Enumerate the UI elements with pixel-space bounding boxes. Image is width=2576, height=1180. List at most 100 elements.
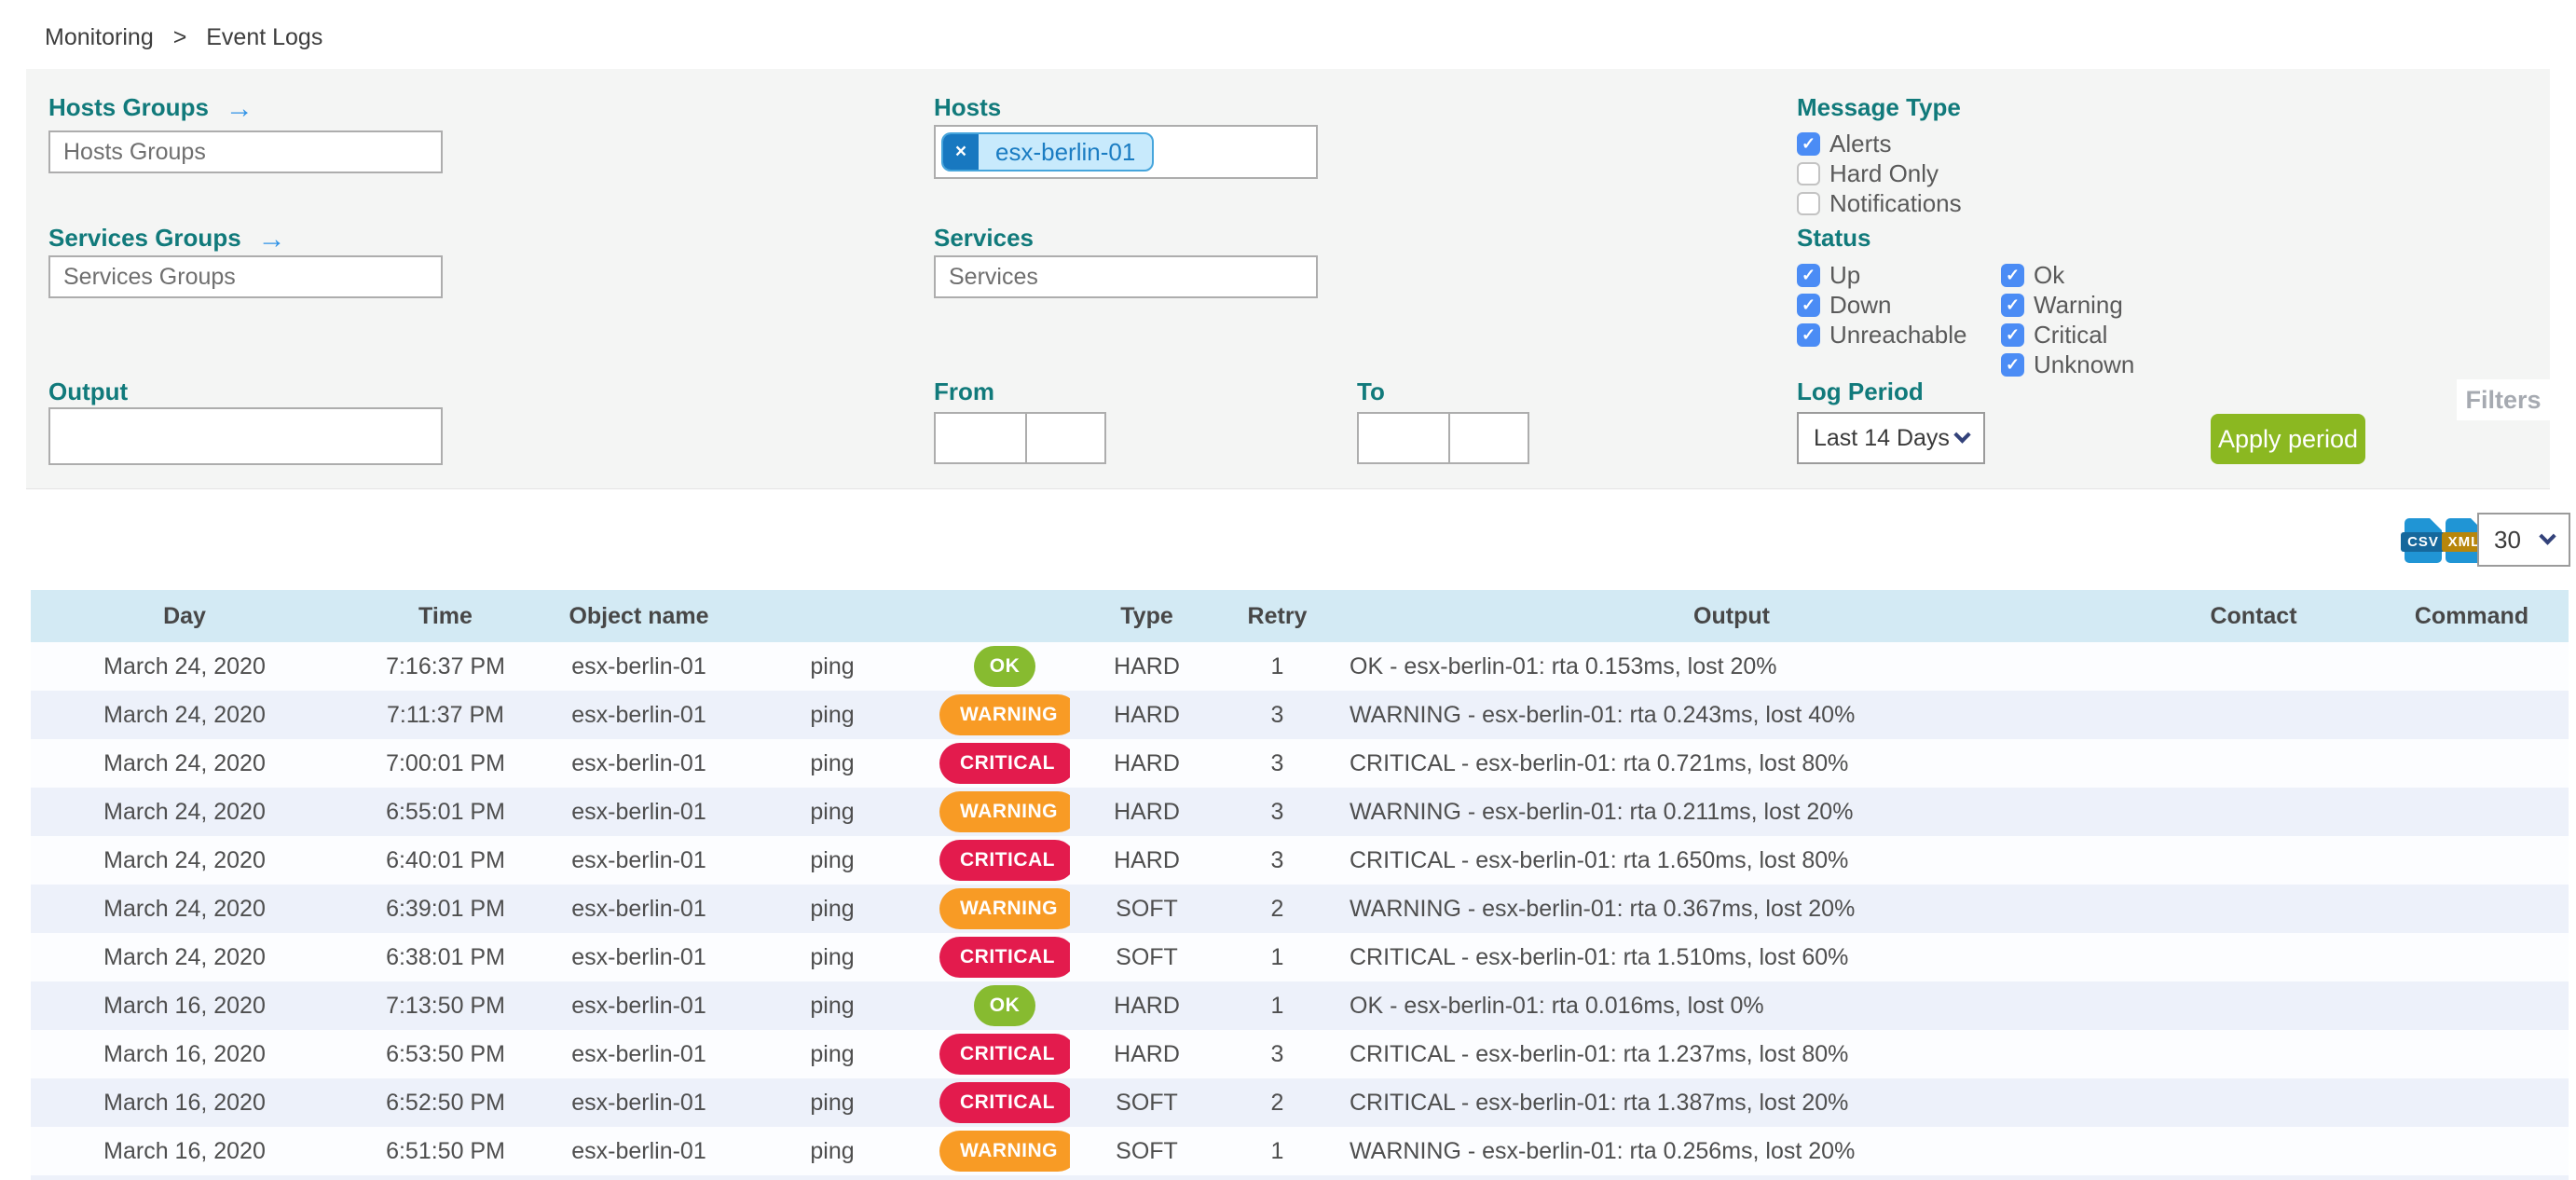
cell-retry: 1 [1270, 943, 1284, 970]
to-time-input[interactable] [1450, 412, 1529, 464]
cell-retry: 3 [1270, 1040, 1284, 1067]
checkbox-label: Unreachable [1829, 320, 1967, 349]
csv-export-icon[interactable]: CSV [2401, 518, 2446, 563]
cell-day: March 24, 2020 [103, 798, 266, 825]
status-badge: CRITICAL [939, 743, 1070, 784]
unchecked-checkbox[interactable] [1797, 191, 1820, 215]
cell-service: ping [810, 992, 855, 1019]
status-badge: CRITICAL [939, 1082, 1070, 1123]
checked-checkbox[interactable]: ✓ [2001, 352, 2024, 377]
cell-status: CRITICAL [939, 933, 1070, 981]
from-label: From [934, 377, 994, 405]
unchecked-checkbox[interactable] [1797, 161, 1820, 185]
cell-contact [2132, 836, 2375, 885]
services-groups-input[interactable] [48, 255, 443, 298]
cell-service: ping [810, 895, 855, 922]
cell-status: OK [939, 981, 1070, 1030]
cell-object: esx-berlin-01 [571, 846, 706, 873]
hosts-label: Hosts [934, 93, 1002, 121]
column-header-type: Type [1070, 590, 1224, 642]
status-badge: WARNING [939, 888, 1070, 929]
cell-contact [2132, 642, 2375, 691]
checkbox-label: Critical [2034, 320, 2108, 349]
cell-command [2375, 836, 2569, 885]
table-row: March 24, 2020 6:39:01 PM esx-berlin-01 pin… [31, 885, 2569, 933]
breadcrumb-monitoring[interactable]: Monitoring [45, 24, 154, 50]
filters-tab[interactable]: Filters [2457, 379, 2550, 420]
cell-service: ping [810, 943, 855, 970]
cell-output: CRITICAL - esx-berlin-01: rta 1.387ms, l… [1350, 1089, 1849, 1116]
cell-retry: 2 [1270, 1089, 1284, 1116]
to-date-input[interactable] [1357, 412, 1450, 464]
cell-object: esx-berlin-01 [571, 1137, 706, 1164]
cell-day: March 16, 2020 [103, 1040, 266, 1067]
cell-time: 6:52:50 PM [386, 1089, 505, 1116]
cell-contact [2132, 691, 2375, 739]
cell-status: CRITICAL [939, 1030, 1070, 1078]
checked-checkbox[interactable]: ✓ [2001, 263, 2024, 287]
xml-export-icon[interactable]: XML [2442, 518, 2487, 563]
checked-checkbox[interactable]: ✓ [1797, 263, 1820, 287]
status-label: Status [1797, 224, 1871, 252]
cell-object: esx-berlin-01 [571, 1089, 706, 1116]
cell-time: 7:11:37 PM [386, 701, 504, 728]
column-header-time: Time [338, 590, 553, 642]
cell-contact [2132, 739, 2375, 788]
cell-service: ping [810, 1089, 855, 1116]
checked-checkbox[interactable]: ✓ [1797, 322, 1820, 347]
table-row: March 24, 2020 7:11:37 PM esx-berlin-01 pin… [31, 691, 2569, 739]
cell-output: WARNING - esx-berlin-01: rta 0.211ms, lo… [1350, 798, 1854, 825]
cell-retry: 3 [1270, 749, 1284, 776]
output-input[interactable] [48, 407, 443, 465]
table-row: March 24, 2020 7:00:01 PM esx-berlin-01 pin… [31, 739, 2569, 788]
cell-contact [2132, 885, 2375, 933]
cell-contact [2132, 1127, 2375, 1175]
checked-checkbox[interactable]: ✓ [1797, 293, 1820, 317]
services-label: Services [934, 224, 1034, 252]
from-date-input[interactable] [934, 412, 1027, 464]
hosts-groups-arrow-icon[interactable]: → [225, 93, 253, 124]
cell-contact [2132, 1030, 2375, 1078]
cell-retry: 2 [1270, 895, 1284, 922]
hosts-groups-input[interactable] [48, 130, 443, 173]
message-type-option-hard-only: Hard Only [1797, 158, 1962, 188]
cell-output: CRITICAL - esx-berlin-01: rta 0.721ms, l… [1350, 749, 1849, 776]
status-options-col2: ✓ Ok ✓ Warning ✓ Critical ✓ Unknown [2001, 260, 2134, 379]
status-badge: WARNING [939, 1131, 1070, 1172]
log-period-select[interactable]: Last 14 Days [1797, 412, 1985, 464]
cell-contact [2132, 933, 2375, 981]
from-time-input[interactable] [1027, 412, 1106, 464]
column-header-service [725, 590, 939, 642]
status-option-up: ✓ Up [1797, 260, 1966, 290]
cell-time: 7:00:01 PM [386, 749, 505, 776]
services-groups-arrow-icon[interactable]: → [257, 224, 286, 254]
services-input[interactable] [934, 255, 1318, 298]
cell-type: HARD [1114, 846, 1180, 873]
cell-time: 6:40:01 PM [386, 846, 505, 873]
breadcrumb: Monitoring > Event Logs [45, 24, 322, 51]
checked-checkbox[interactable]: ✓ [2001, 322, 2024, 347]
cell-output: CRITICAL - esx-berlin-01: rta 1.510ms, l… [1350, 943, 1849, 970]
cell-service: ping [810, 701, 855, 728]
checked-checkbox[interactable]: ✓ [1797, 131, 1820, 156]
table-row: March 16, 2020 6:53:50 PM esx-berlin-01 pin… [31, 1030, 2569, 1078]
status-option-down: ✓ Down [1797, 290, 1966, 320]
cell-service: ping [810, 1040, 855, 1067]
cell-status: CRITICAL [939, 836, 1070, 885]
checkbox-label: Ok [2034, 260, 2065, 289]
cell-command [2375, 1078, 2569, 1127]
hosts-input[interactable]: × esx-berlin-01 [934, 125, 1318, 179]
checkbox-label: Alerts [1829, 129, 1892, 158]
page-size-select[interactable]: 30 [2477, 513, 2570, 567]
cell-time: 6:51:50 PM [386, 1137, 505, 1164]
column-header-object-name: Object name [553, 590, 725, 642]
cell-type: SOFT [1116, 943, 1178, 970]
checked-checkbox[interactable]: ✓ [2001, 293, 2024, 317]
breadcrumb-event-logs[interactable]: Event Logs [206, 24, 323, 50]
cell-object: esx-berlin-01 [571, 652, 706, 679]
cell-type: HARD [1114, 749, 1180, 776]
apply-period-button[interactable]: Apply period [2211, 414, 2365, 464]
cell-retry: 3 [1270, 846, 1284, 873]
filters-panel: Hosts Groups → Services Groups → Hosts × e… [26, 69, 2550, 489]
chip-remove-icon[interactable]: × [943, 134, 979, 170]
